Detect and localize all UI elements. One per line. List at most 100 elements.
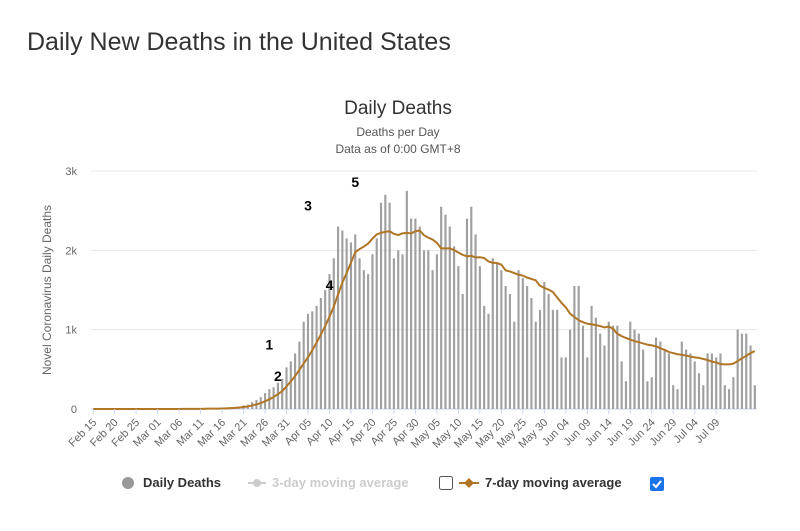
bar-daily-deaths[interactable]	[538, 309, 542, 409]
checkbox-7day-checked[interactable]	[650, 477, 664, 491]
line-7day-moving-average[interactable]	[93, 229, 756, 410]
bar-daily-deaths[interactable]	[564, 357, 567, 409]
bar-daily-deaths[interactable]	[599, 333, 602, 409]
bar-daily-deaths[interactable]	[315, 305, 318, 409]
bar-daily-deaths[interactable]	[302, 321, 305, 409]
bar-daily-deaths[interactable]	[405, 190, 408, 409]
bar-daily-deaths[interactable]	[569, 329, 572, 409]
legend-item-3day[interactable]: 3-day moving average	[272, 475, 409, 490]
bar-daily-deaths[interactable]	[487, 313, 490, 409]
bar-daily-deaths[interactable]	[616, 325, 619, 409]
bar-daily-deaths[interactable]	[633, 329, 636, 409]
bar-daily-deaths[interactable]	[444, 214, 447, 409]
bar-daily-deaths[interactable]	[306, 313, 310, 409]
bar-daily-deaths[interactable]	[276, 382, 279, 409]
bar-daily-deaths[interactable]	[659, 341, 662, 409]
bar-daily-deaths[interactable]	[495, 262, 499, 409]
bar-daily-deaths[interactable]	[530, 297, 533, 409]
bar-daily-deaths[interactable]	[319, 297, 322, 409]
bar-daily-deaths[interactable]	[285, 367, 288, 409]
bar-daily-deaths[interactable]	[723, 385, 726, 409]
bar-daily-deaths[interactable]	[547, 293, 550, 409]
bar-daily-deaths[interactable]	[504, 286, 507, 409]
bar-daily-deaths[interactable]	[680, 341, 683, 409]
bar-daily-deaths[interactable]	[453, 246, 456, 409]
bar-daily-deaths[interactable]	[294, 353, 297, 409]
bar-daily-deaths[interactable]	[646, 381, 649, 409]
bar-daily-deaths[interactable]	[715, 357, 718, 409]
bar-daily-deaths[interactable]	[392, 258, 395, 409]
bar-daily-deaths[interactable]	[693, 361, 696, 409]
bar-daily-deaths[interactable]	[311, 311, 314, 409]
bar-daily-deaths[interactable]	[457, 266, 460, 409]
bar-daily-deaths[interactable]	[556, 309, 559, 409]
bar-daily-deaths[interactable]	[560, 357, 563, 409]
bar-daily-deaths[interactable]	[508, 293, 512, 409]
bar-daily-deaths[interactable]	[753, 385, 756, 409]
bar-daily-deaths[interactable]	[491, 258, 494, 409]
bar-daily-deaths[interactable]	[697, 373, 701, 409]
bar-daily-deaths[interactable]	[676, 389, 679, 409]
bar-daily-deaths[interactable]	[637, 333, 640, 409]
bar-daily-deaths[interactable]	[650, 377, 653, 409]
bar-daily-deaths[interactable]	[667, 353, 670, 409]
bar-daily-deaths[interactable]	[719, 353, 722, 409]
bar-daily-deaths[interactable]	[629, 321, 632, 409]
bar-daily-deaths[interactable]	[702, 385, 705, 409]
bar-daily-deaths[interactable]	[410, 218, 413, 409]
bar-daily-deaths[interactable]	[581, 325, 585, 409]
bar-daily-deaths[interactable]	[431, 270, 434, 409]
bar-daily-deaths[interactable]	[586, 357, 589, 409]
legend-item-daily-deaths[interactable]: Daily Deaths	[143, 475, 221, 490]
bar-daily-deaths[interactable]	[483, 305, 486, 409]
bar-daily-deaths[interactable]	[526, 286, 529, 409]
bar-daily-deaths[interactable]	[324, 290, 327, 409]
bar-daily-deaths[interactable]	[689, 353, 692, 409]
bar-daily-deaths[interactable]	[328, 274, 331, 409]
bar-daily-deaths[interactable]	[336, 226, 340, 409]
bar-daily-deaths[interactable]	[298, 341, 301, 409]
bar-daily-deaths[interactable]	[379, 202, 383, 409]
bar-daily-deaths[interactable]	[663, 349, 666, 410]
bar-daily-deaths[interactable]	[461, 293, 464, 409]
bar-daily-deaths[interactable]	[418, 226, 421, 409]
bar-daily-deaths[interactable]	[422, 250, 426, 409]
bar-daily-deaths[interactable]	[736, 329, 739, 409]
bar-daily-deaths[interactable]	[332, 258, 335, 409]
bar-daily-deaths[interactable]	[500, 270, 503, 409]
bar-daily-deaths[interactable]	[470, 206, 473, 409]
bar-daily-deaths[interactable]	[289, 361, 292, 409]
bar-daily-deaths[interactable]	[384, 194, 387, 409]
bar-daily-deaths[interactable]	[517, 270, 520, 409]
bar-daily-deaths[interactable]	[341, 230, 344, 410]
bar-daily-deaths[interactable]	[371, 254, 374, 409]
bar-daily-deaths[interactable]	[521, 278, 524, 409]
bar-daily-deaths[interactable]	[573, 286, 576, 409]
bar-daily-deaths[interactable]	[672, 385, 675, 409]
bar-daily-deaths[interactable]	[354, 234, 357, 409]
bar-daily-deaths[interactable]	[349, 242, 353, 409]
bar-daily-deaths[interactable]	[414, 218, 417, 409]
bar-daily-deaths[interactable]	[272, 387, 275, 409]
bar-daily-deaths[interactable]	[745, 333, 748, 409]
bar-daily-deaths[interactable]	[401, 254, 404, 409]
bar-daily-deaths[interactable]	[478, 266, 481, 409]
bar-daily-deaths[interactable]	[642, 349, 645, 410]
bar-daily-deaths[interactable]	[388, 202, 391, 409]
checkbox-3day-unchecked[interactable]	[439, 476, 453, 490]
legend-item-7day[interactable]: 7-day moving average	[485, 475, 622, 490]
bar-daily-deaths[interactable]	[375, 238, 378, 409]
bar-daily-deaths[interactable]	[551, 309, 554, 409]
bar-daily-deaths[interactable]	[534, 321, 537, 409]
bar-daily-deaths[interactable]	[358, 258, 361, 409]
bar-daily-deaths[interactable]	[367, 274, 370, 409]
bar-daily-deaths[interactable]	[706, 353, 709, 409]
bar-daily-deaths[interactable]	[685, 349, 688, 410]
bar-daily-deaths[interactable]	[543, 282, 546, 409]
bar-daily-deaths[interactable]	[448, 226, 451, 409]
bar-daily-deaths[interactable]	[710, 353, 713, 409]
bar-daily-deaths[interactable]	[427, 250, 430, 409]
bar-daily-deaths[interactable]	[749, 345, 752, 409]
bar-daily-deaths[interactable]	[740, 333, 744, 409]
bar-daily-deaths[interactable]	[590, 305, 593, 409]
